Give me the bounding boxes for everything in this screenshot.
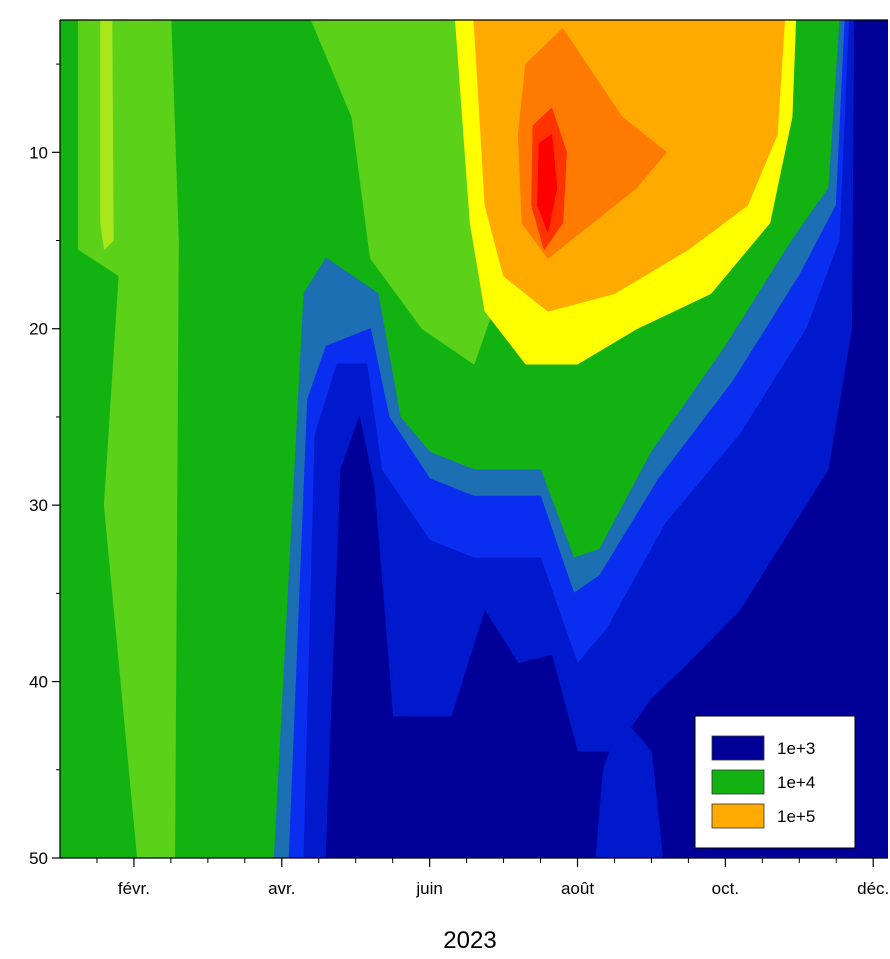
legend-label-2: 1e+5 (777, 807, 815, 826)
y-tick-label-50: 50 (29, 849, 48, 868)
y-axis: 10 20 30 40 50 (29, 63, 60, 868)
contour-region-13 (537, 134, 558, 233)
x-axis-label: 2023 (443, 927, 496, 954)
y-tick-label-10: 10 (29, 143, 48, 162)
y-tick-label-30: 30 (29, 496, 48, 515)
legend-swatch-1 (711, 769, 765, 795)
legend-swatch-0 (711, 735, 765, 761)
contour-region-8 (595, 716, 663, 858)
x-tick-label-0: févr. (118, 879, 150, 898)
legend: 1e+3 1e+4 1e+5 (694, 715, 856, 849)
x-tick-label-2: juin (415, 879, 442, 898)
x-tick-label-4: oct. (712, 879, 739, 898)
legend-swatch-2 (711, 803, 765, 829)
x-tick-label-5: déc. (857, 879, 889, 898)
x-axis: févr. avr. juin août oct. déc. (96, 858, 889, 898)
contour-regions (60, 20, 888, 858)
legend-label-1: 1e+4 (777, 773, 815, 792)
y-tick-label-20: 20 (29, 320, 48, 339)
x-tick-label-3: août (561, 879, 594, 898)
plot-frame (59, 19, 888, 859)
x-tick-label-1: avr. (268, 879, 295, 898)
y-tick-label-40: 40 (29, 673, 48, 692)
contour-region-2 (100, 20, 114, 250)
legend-label-0: 1e+3 (777, 739, 815, 758)
